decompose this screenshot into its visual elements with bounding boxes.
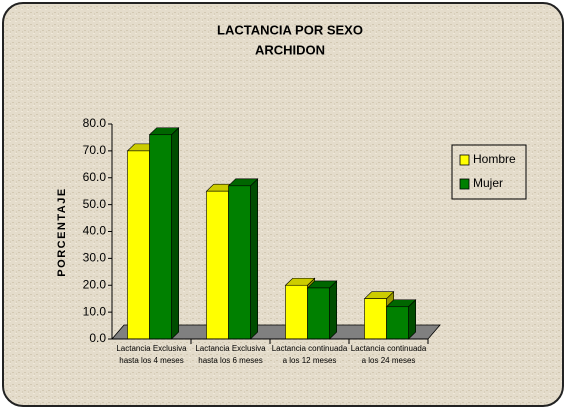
y-tick-label: 50.0: [83, 197, 107, 211]
bar-front: [386, 306, 409, 340]
bar-front: [127, 150, 150, 340]
x-tick-label-box: Lactancia Exclusiva hasta los 4 meses: [116, 344, 187, 365]
chart-title: LACTANCIA POR SEXO: [217, 22, 363, 37]
legend-label: Mujer: [473, 176, 503, 190]
y-tick-label: 20.0: [83, 277, 107, 291]
x-tick-label-box: Lactancia continuada a los 24 meses: [350, 344, 427, 365]
bar-side: [171, 127, 179, 340]
x-tick-label-box: Lactancia continuada a los 12 meses: [271, 344, 348, 365]
bar: [306, 280, 338, 340]
x-tick-label: Lactancia continuada a los 12 meses: [271, 344, 348, 365]
legend-box: [451, 144, 527, 200]
y-tick-label: 10.0: [83, 304, 107, 318]
bar-front: [149, 134, 172, 340]
bar-front: [307, 287, 330, 340]
y-tick-label: 70.0: [83, 143, 107, 157]
bar-side: [250, 178, 259, 340]
bar-side: [329, 280, 338, 340]
y-tick-label: 80.0: [83, 116, 107, 130]
legend-swatch: [459, 154, 470, 166]
bar: [227, 178, 259, 340]
y-tick-label: 60.0: [83, 170, 107, 184]
y-axis-label: PORCENTAJE: [56, 187, 68, 276]
bar-front: [285, 284, 308, 340]
y-tick-label: 0.0: [89, 331, 106, 345]
bar: [148, 127, 180, 340]
bar-front: [364, 298, 387, 340]
legend-label: Hombre: [473, 152, 516, 166]
x-tick-label: Lactancia continuada a los 24 meses: [350, 344, 427, 365]
x-tick-label: Lactancia Exclusiva hasta los 4 meses: [116, 344, 187, 365]
x-tick-label-box: Lactancia Exclusiva hasta los 6 meses: [195, 344, 266, 365]
y-tick-label: 30.0: [83, 251, 107, 265]
y-tick-label: 40.0: [83, 224, 107, 238]
bar-front: [228, 185, 251, 340]
bar: [385, 299, 417, 340]
legend-swatch: [459, 178, 470, 190]
bar-front: [206, 190, 229, 340]
x-tick-label: Lactancia Exclusiva hasta los 6 meses: [195, 344, 266, 365]
chart-subtitle: ARCHIDON: [255, 42, 325, 57]
